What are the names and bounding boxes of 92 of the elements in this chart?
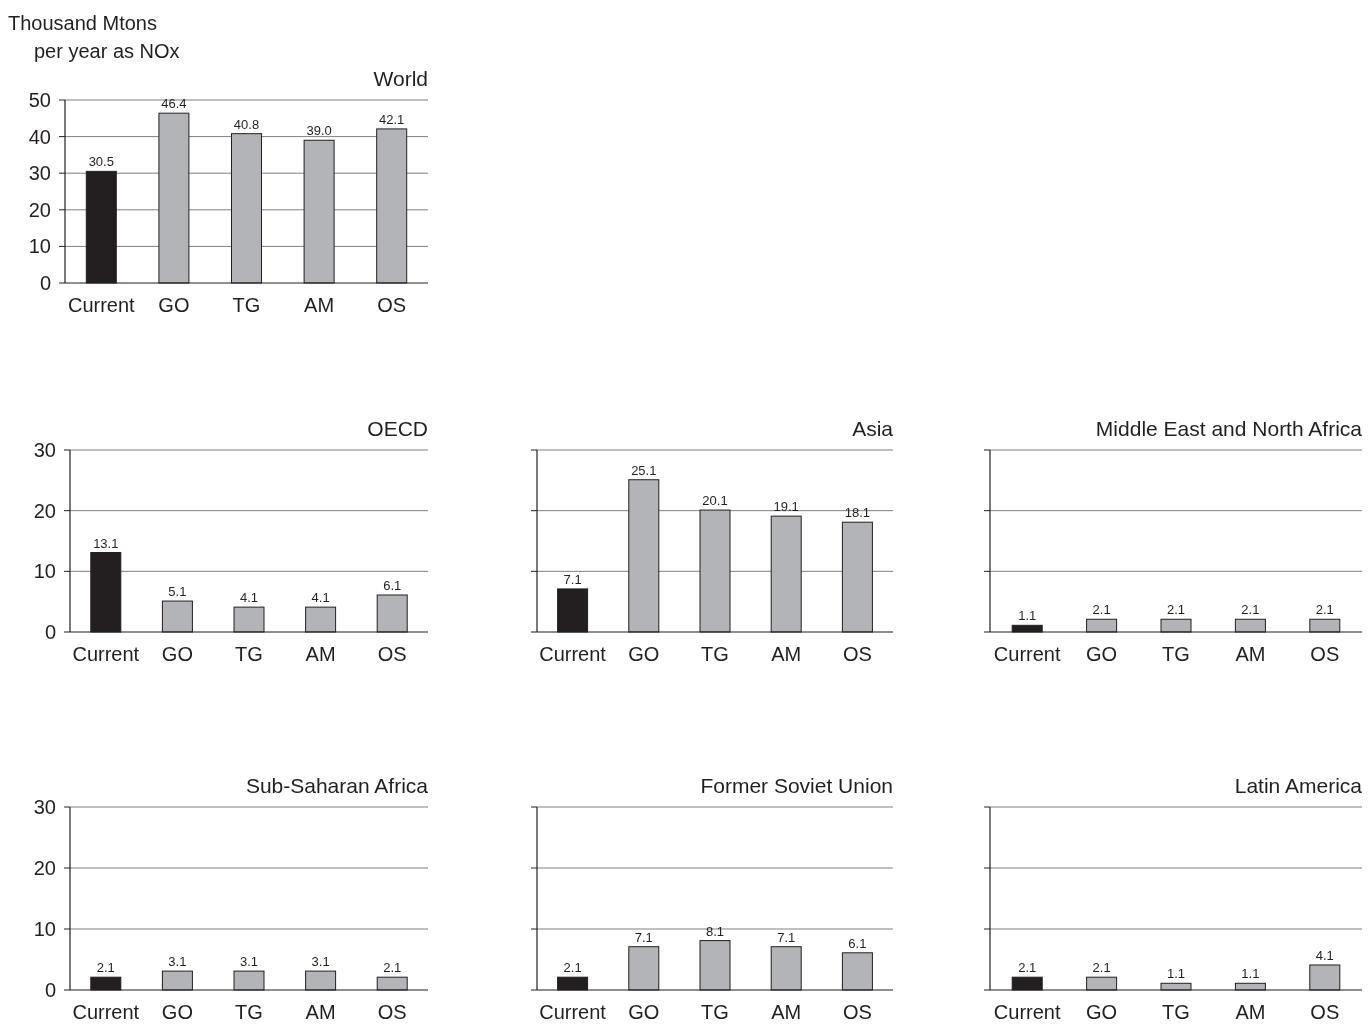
x-tick-label: GO <box>628 643 660 665</box>
y-tick-label: 0 <box>44 979 56 1001</box>
x-tick-label: TG <box>232 294 261 316</box>
data-label: 5.1 <box>168 584 187 600</box>
y-tick-label: 10 <box>33 918 56 940</box>
data-label: 2.1 <box>96 960 115 976</box>
x-tick-label: OS <box>377 294 407 316</box>
data-label: 20.1 <box>702 493 728 509</box>
x-tick-label: GO <box>1086 1001 1118 1023</box>
x-tick-label: Current <box>67 294 136 316</box>
x-tick-label: Current <box>993 1001 1061 1023</box>
x-tick-label: AM <box>771 1001 802 1023</box>
data-label: 2.1 <box>563 960 582 976</box>
x-tick-label: OS <box>1310 643 1340 665</box>
data-label: 7.1 <box>563 571 582 587</box>
y-tick-label: 50 <box>28 89 51 111</box>
x-tick-label: AM <box>305 643 336 665</box>
data-label: 19.1 <box>773 499 799 515</box>
x-tick-label: OS <box>377 1001 407 1023</box>
chart-title: Asia <box>852 417 894 440</box>
x-tick-label: OS <box>1310 1001 1340 1023</box>
y-tick-label: 20 <box>28 198 51 221</box>
data-label: 2.1 <box>1315 602 1334 618</box>
x-tick-label: Current <box>993 643 1061 665</box>
chart-title: Sub-Saharan Africa <box>245 774 429 797</box>
x-tick-label: OS <box>842 643 872 665</box>
data-label: 6.1 <box>383 577 402 593</box>
x-tick-label: GO <box>158 294 190 316</box>
x-tick-label: Current <box>539 1001 607 1023</box>
x-tick-label: TG <box>235 1001 263 1023</box>
x-tick-label: GO <box>161 1001 193 1023</box>
data-label: 6.1 <box>848 935 867 951</box>
data-label: 2.1 <box>1166 602 1186 618</box>
x-tick-label: Current <box>72 1001 140 1023</box>
x-tick-label: TG <box>701 643 729 665</box>
y-tick-label: 30 <box>28 162 51 185</box>
chart-title: OECD <box>367 417 428 440</box>
y-tick-label: 20 <box>33 499 56 522</box>
data-label: 42.1 <box>379 111 405 127</box>
x-tick-label: AM <box>1235 643 1266 665</box>
data-label: 39.0 <box>306 123 332 139</box>
data-label: 4.1 <box>1315 947 1334 963</box>
chart-title: Latin America <box>1234 774 1363 797</box>
data-label: 2.1 <box>1241 602 1260 618</box>
data-label: 4.1 <box>239 590 259 606</box>
data-label: 30.5 <box>88 154 114 170</box>
x-tick-label: Current <box>72 643 140 665</box>
y-tick-label: 0 <box>39 272 51 294</box>
data-label: 18.1 <box>844 505 871 521</box>
data-label: 2.1 <box>1092 960 1111 976</box>
y-tick-label: 30 <box>33 796 56 818</box>
x-tick-label: AM <box>305 1001 336 1023</box>
data-label: 8.1 <box>705 923 725 939</box>
data-label: 13.1 <box>93 535 119 551</box>
x-tick-label: GO <box>161 643 193 665</box>
x-tick-label: TG <box>235 643 263 665</box>
data-label: 3.1 <box>168 954 187 970</box>
data-label: 40.8 <box>233 116 260 132</box>
data-label: 2.1 <box>383 960 402 976</box>
x-tick-label: AM <box>1235 1001 1266 1023</box>
x-tick-label: GO <box>628 1001 660 1023</box>
y-tick-label: 10 <box>28 235 51 258</box>
y-axis-title: Thousand Mtons per year as NOx <box>8 12 180 62</box>
data-label: 1.1 <box>1166 966 1186 982</box>
x-tick-label: AM <box>771 643 802 665</box>
data-label: 2.1 <box>1018 960 1037 976</box>
chart-title: Former Soviet Union <box>700 774 893 797</box>
x-tick-label: TG <box>701 1001 729 1023</box>
data-label: 46.4 <box>161 96 187 112</box>
data-label: 1.1 <box>1018 608 1037 624</box>
x-tick-label: TG <box>1162 643 1190 665</box>
data-label: 3.1 <box>239 954 259 970</box>
data-label: 3.1 <box>311 954 330 970</box>
x-tick-label: OS <box>377 643 407 665</box>
x-tick-label: TG <box>1162 1001 1190 1023</box>
x-tick-label: OS <box>842 1001 872 1023</box>
chart-title: Middle East and North Africa <box>1095 417 1363 440</box>
y-tick-label: 40 <box>28 125 51 148</box>
data-label: 2.1 <box>1092 602 1111 618</box>
y-tick-label: 10 <box>33 560 56 583</box>
data-label: 7.1 <box>777 929 796 945</box>
y-tick-label: 20 <box>33 857 56 879</box>
y-tick-label: 0 <box>44 621 56 643</box>
data-label: 1.1 <box>1241 966 1260 982</box>
data-label: 4.1 <box>311 590 330 606</box>
data-label: 7.1 <box>634 929 653 945</box>
y-tick-label: 30 <box>33 439 56 461</box>
x-tick-label: GO <box>1086 643 1118 665</box>
x-tick-label: Current <box>539 643 607 665</box>
chart-title: World <box>373 67 428 90</box>
x-tick-label: AM <box>304 294 335 316</box>
data-label: 25.1 <box>631 462 657 478</box>
